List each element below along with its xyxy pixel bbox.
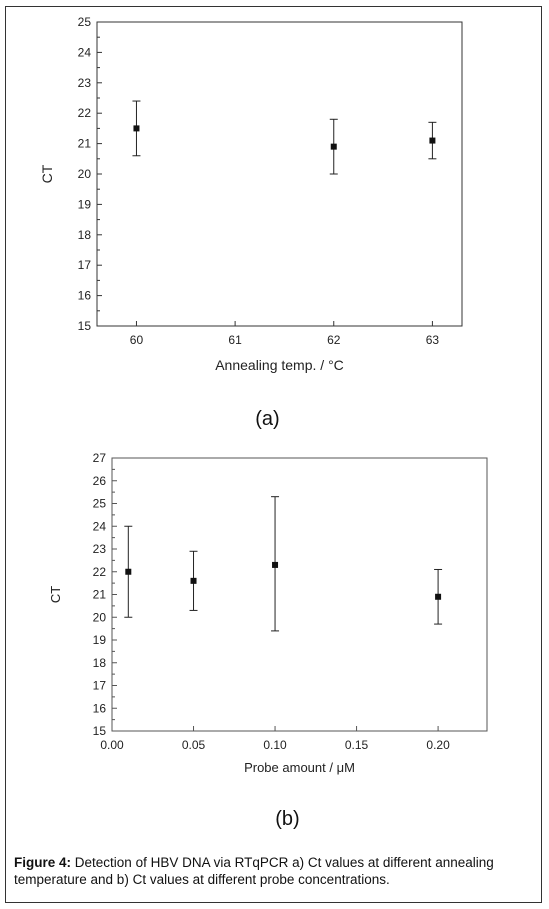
figure-caption: Figure 4: Detection of HBV DNA via RTqPC… <box>14 854 539 888</box>
panel-a-y-tick-label: 21 <box>78 137 92 151</box>
panel-b-y-tick-label: 21 <box>93 588 107 602</box>
panel-b-y-tick-label: 20 <box>93 610 107 624</box>
panel-a-x-tick-label: 60 <box>130 333 144 347</box>
panel-b-x-tick-label: 0.15 <box>345 738 369 752</box>
panel-a-y-tick-label: 23 <box>78 76 92 90</box>
panel-a-y-tick-label: 16 <box>78 289 92 303</box>
panel-b-y-tick-label: 19 <box>93 633 107 647</box>
panel-b-y-tick-label: 15 <box>93 724 107 738</box>
panel-b-x-axis-label: Probe amount / μM <box>244 760 355 775</box>
panel-a-y-tick-label: 24 <box>78 45 92 59</box>
panel-a-y-tick-label: 22 <box>78 106 92 120</box>
panel-a-y-tick-label: 18 <box>78 228 92 242</box>
panel-b-data-point <box>272 561 279 568</box>
figure-frame <box>5 6 542 903</box>
panel-a-y-tick-label: 25 <box>78 15 92 29</box>
panel-a-data-point <box>429 137 436 144</box>
panel-a-panel-label: (a) <box>255 408 279 430</box>
panel-a-y-axis-label: CT <box>39 164 55 183</box>
panel-b-y-tick-label: 17 <box>93 679 107 693</box>
panel-b-y-axis-label: CT <box>48 586 63 603</box>
panel-b-y-tick-label: 25 <box>93 497 107 511</box>
panel-a-y-tick-label: 20 <box>78 167 92 181</box>
panel-b-x-tick-label: 0.10 <box>263 738 287 752</box>
panel-b-x-tick-label: 0.05 <box>182 738 206 752</box>
panel-a-plot-frame <box>96 21 463 327</box>
panel-a-y-tick-label: 17 <box>78 258 92 272</box>
panel-a-x-tick-label: 63 <box>426 333 440 347</box>
panel-b-y-tick-label: 26 <box>93 474 107 488</box>
panel-a-data-point <box>133 125 140 132</box>
panel-b-y-tick-label: 24 <box>93 519 107 533</box>
panel-b-y-tick-label: 18 <box>93 656 107 670</box>
panel-b-data-point <box>125 568 132 575</box>
caption-text: Detection of HBV DNA via RTqPCR a) Ct va… <box>14 855 494 887</box>
panel-a-x-tick-label: 61 <box>228 333 242 347</box>
panel-b-plot-frame <box>111 457 488 732</box>
panel-b-data-point <box>435 593 442 600</box>
panel-b-panel-label: (b) <box>275 808 299 830</box>
panel-b-y-tick-label: 27 <box>93 451 107 465</box>
panel-a-y-tick-label: 19 <box>78 197 92 211</box>
panel-a-x-axis-label: Annealing temp. / °C <box>215 357 344 373</box>
panel-b-x-tick-label: 0.00 <box>100 738 124 752</box>
caption-label: Figure 4: <box>14 855 72 870</box>
panel-b-y-tick-label: 23 <box>93 542 107 556</box>
panel-a-y-tick-label: 15 <box>78 319 92 333</box>
panel-b-y-tick-label: 16 <box>93 701 107 715</box>
panel-b-y-tick-label: 22 <box>93 565 107 579</box>
panel-a-data-point <box>330 143 337 150</box>
panel-b-data-point <box>190 577 197 584</box>
panel-a-x-tick-label: 62 <box>327 333 341 347</box>
panel-b-x-tick-label: 0.20 <box>426 738 450 752</box>
